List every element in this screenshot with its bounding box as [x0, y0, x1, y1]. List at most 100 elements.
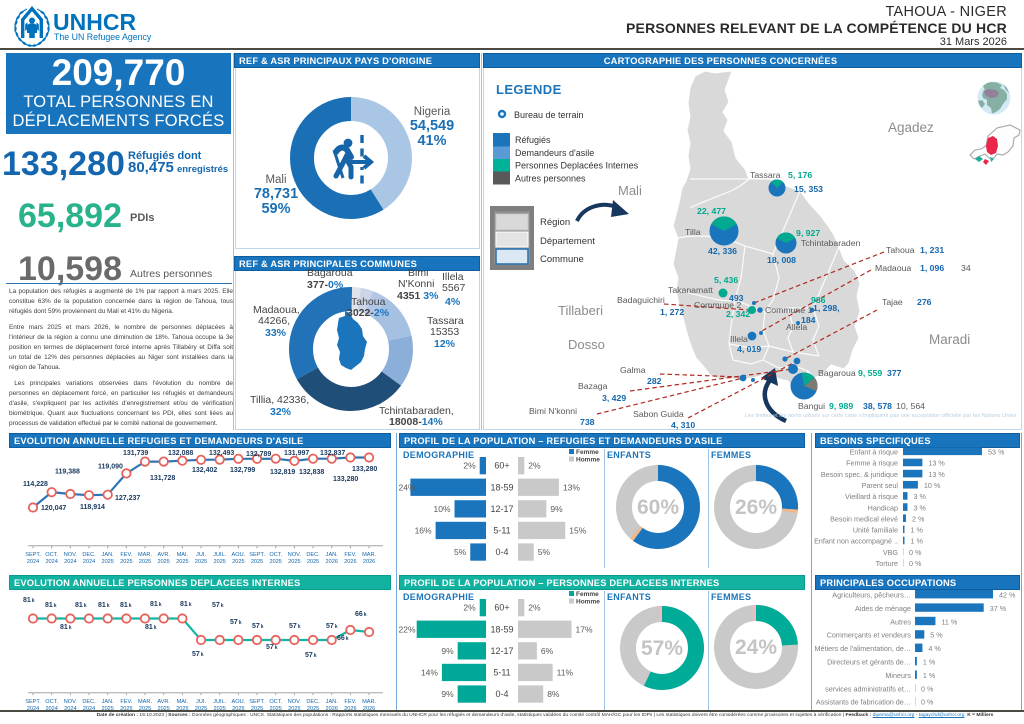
svg-text:57k: 57k — [230, 619, 242, 626]
svg-text:5-11: 5-11 — [493, 667, 510, 677]
svg-text:24%: 24% — [735, 636, 777, 659]
svg-text:17%: 17% — [576, 624, 593, 634]
svg-text:0-4: 0-4 — [495, 547, 508, 557]
svg-text:11%: 11% — [557, 667, 574, 677]
svg-text:Département: Département — [540, 236, 595, 247]
svg-text:Assistants de fabrication de…: Assistants de fabrication de… — [816, 698, 911, 707]
svg-text:3, 429: 3, 429 — [602, 393, 626, 403]
svg-text:OCT.: OCT. — [269, 552, 282, 558]
svg-text:2%: 2% — [463, 461, 476, 471]
svg-text:13%: 13% — [563, 482, 580, 492]
svg-text:services administratifs et…: services administratifs et… — [825, 684, 911, 693]
svg-text:JAN.: JAN. — [326, 699, 339, 705]
svg-text:Enfant à risque: Enfant à risque — [850, 448, 898, 457]
svg-text:2024: 2024 — [45, 706, 57, 712]
svg-text:5567: 5567 — [442, 282, 466, 294]
svg-text:Nigeria: Nigeria — [414, 106, 451, 118]
svg-text:66k: 66k — [337, 635, 349, 642]
svg-text:2025: 2025 — [195, 559, 207, 565]
svg-text:1 %: 1 % — [910, 537, 923, 546]
svg-text:Mineurs: Mineurs — [885, 671, 911, 680]
svg-text:2026: 2026 — [344, 559, 356, 565]
svg-text:Autres: Autres — [890, 617, 911, 626]
svg-text:Tchintabaraden,: Tchintabaraden, — [379, 405, 454, 417]
svg-text:4, 019: 4, 019 — [737, 344, 761, 354]
svg-text:33%: 33% — [265, 327, 287, 339]
svg-text:Bagaroua: Bagaroua — [818, 368, 856, 378]
svg-text:N'Konni: N'Konni — [398, 278, 434, 290]
svg-text:NOV.: NOV. — [288, 552, 302, 558]
svg-text:738: 738 — [580, 417, 595, 427]
svg-text:53 %: 53 % — [988, 448, 1005, 457]
svg-text:Personnes Deplacées Internes: Personnes Deplacées Internes — [515, 161, 639, 171]
svg-text:1, 231: 1, 231 — [920, 245, 944, 255]
svg-text:9, 989: 9, 989 — [829, 401, 853, 411]
svg-text:2024: 2024 — [45, 559, 57, 565]
svg-text:2025: 2025 — [120, 559, 132, 565]
svg-text:11 %: 11 % — [941, 617, 957, 626]
svg-text:MAR.: MAR. — [138, 552, 152, 558]
svg-text:2025: 2025 — [176, 706, 188, 712]
svg-text:34: 34 — [961, 263, 971, 273]
svg-text:2025: 2025 — [269, 706, 281, 712]
svg-text:13 %: 13 % — [928, 459, 945, 468]
svg-text:3022-2%: 3022-2% — [347, 307, 390, 319]
svg-text:132,799: 132,799 — [230, 467, 255, 474]
svg-text:2025: 2025 — [139, 559, 151, 565]
svg-text:2025: 2025 — [269, 559, 281, 565]
svg-text:2026: 2026 — [325, 706, 337, 712]
svg-text:Badaguichiri: Badaguichiri — [617, 295, 665, 305]
svg-text:2025: 2025 — [120, 706, 132, 712]
svg-text:Métiers de l'alimentation, de…: Métiers de l'alimentation, de… — [815, 644, 911, 653]
svg-text:132,088: 132,088 — [168, 450, 193, 457]
svg-text:57k: 57k — [266, 644, 278, 651]
svg-text:Commune 1: Commune 1 — [765, 305, 812, 315]
svg-text:0 %: 0 % — [921, 684, 934, 693]
svg-text:Tassara: Tassara — [750, 170, 781, 180]
svg-text:2025: 2025 — [232, 559, 244, 565]
svg-text:Directeurs et gérants de…: Directeurs et gérants de… — [827, 658, 911, 667]
svg-text:1 %: 1 % — [910, 526, 923, 535]
svg-text:JUIL.: JUIL. — [213, 552, 227, 558]
svg-text:22%: 22% — [399, 624, 416, 634]
svg-text:41%: 41% — [417, 133, 446, 149]
svg-text:JAN.: JAN. — [102, 699, 115, 705]
svg-text:Agadez: Agadez — [888, 120, 934, 135]
svg-text:14%: 14% — [421, 667, 438, 677]
svg-text:Homme: Homme — [576, 599, 600, 606]
svg-text:JUI.: JUI. — [196, 699, 206, 705]
svg-text:0-4: 0-4 — [495, 689, 508, 699]
svg-text:18, 008: 18, 008 — [767, 255, 796, 265]
svg-text:5-11: 5-11 — [493, 525, 510, 535]
svg-text:184: 184 — [801, 315, 816, 325]
svg-text:4%: 4% — [445, 296, 461, 308]
svg-text:282: 282 — [647, 376, 662, 386]
svg-text:2, 342: 2, 342 — [726, 309, 750, 319]
svg-text:18-59: 18-59 — [490, 624, 513, 634]
svg-text:2%: 2% — [463, 603, 476, 613]
svg-text:81k: 81k — [98, 602, 110, 609]
svg-text:2025: 2025 — [307, 559, 319, 565]
svg-text:Aides de ménage: Aides de ménage — [855, 604, 911, 613]
svg-text:60+: 60+ — [494, 461, 509, 471]
svg-text:JAN.: JAN. — [326, 552, 339, 558]
svg-text:2025: 2025 — [288, 559, 300, 565]
svg-text:24%: 24% — [399, 482, 416, 492]
svg-text:12%: 12% — [434, 338, 456, 350]
svg-text:57k: 57k — [212, 602, 224, 609]
svg-text:12-17: 12-17 — [490, 646, 513, 656]
svg-text:131,739: 131,739 — [123, 450, 148, 457]
svg-text:377: 377 — [887, 368, 902, 378]
svg-text:0 %: 0 % — [909, 559, 922, 568]
svg-text:FEV.: FEV. — [344, 699, 356, 705]
svg-text:81k: 81k — [150, 601, 162, 608]
svg-text:81k: 81k — [180, 601, 192, 608]
svg-text:2025: 2025 — [195, 706, 207, 712]
svg-text:2025: 2025 — [213, 559, 225, 565]
svg-text:132,493: 132,493 — [209, 450, 234, 457]
svg-text:2025: 2025 — [101, 559, 113, 565]
svg-text:2025: 2025 — [288, 706, 300, 712]
svg-text:32%: 32% — [270, 406, 292, 418]
svg-text:6%: 6% — [541, 646, 554, 656]
svg-text:4351 3%: 4351 3% — [397, 290, 439, 302]
